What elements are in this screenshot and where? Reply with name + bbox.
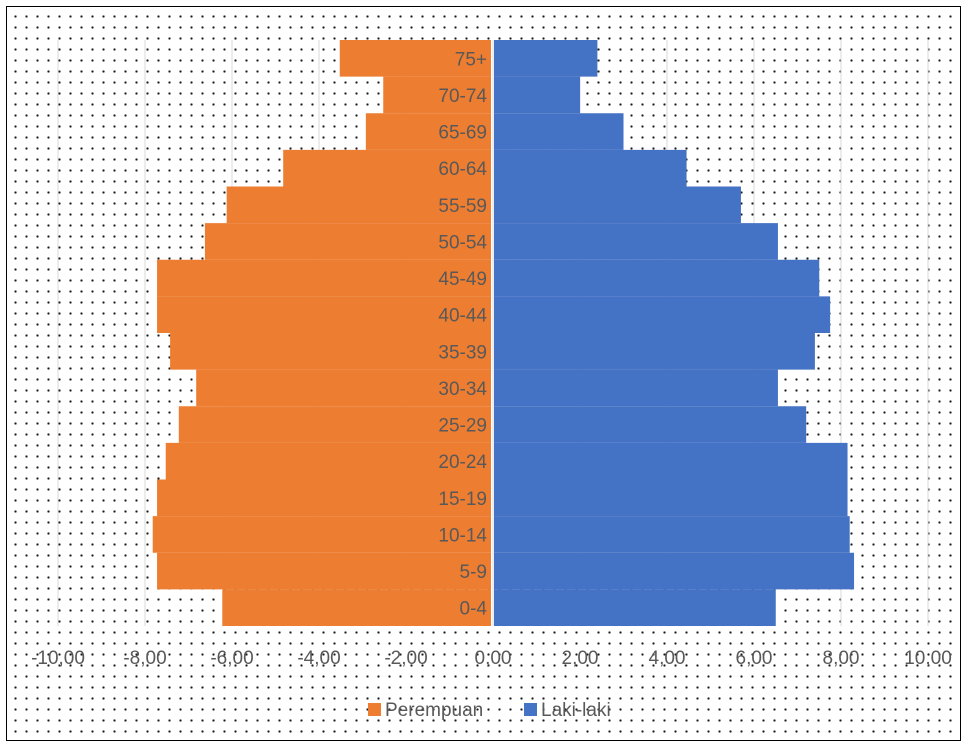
category-label: 30-34 bbox=[438, 379, 487, 400]
x-tick-label: 2,00 bbox=[562, 648, 599, 669]
category-label: 75+ bbox=[455, 49, 487, 70]
bar-perempuan-40-44 bbox=[157, 296, 492, 333]
bar-laki-laki-40-44 bbox=[494, 296, 831, 333]
bar-laki-laki-25-29 bbox=[494, 406, 807, 443]
bar-perempuan-15-19 bbox=[157, 479, 492, 517]
bar-perempuan-10-14 bbox=[152, 516, 491, 553]
bar-perempuan-50-54 bbox=[204, 223, 491, 260]
bar-laki-laki-0-4 bbox=[494, 589, 776, 626]
x-tick-label: 0,00 bbox=[475, 648, 512, 669]
x-tick-label: -2,00 bbox=[384, 648, 427, 669]
bar-laki-laki-50-54 bbox=[494, 223, 778, 260]
bar-laki-laki-35-39 bbox=[494, 333, 815, 370]
category-label: 5-9 bbox=[460, 562, 487, 583]
bar-perempuan-60-64 bbox=[283, 149, 491, 187]
bar-perempuan-55-59 bbox=[226, 186, 491, 224]
category-label: 20-24 bbox=[438, 452, 487, 473]
x-tick-label: -8,00 bbox=[123, 648, 166, 669]
legend-swatch-laki-laki bbox=[524, 703, 537, 716]
bar-laki-laki-30-34 bbox=[494, 369, 778, 407]
x-tick-label: 8,00 bbox=[823, 648, 860, 669]
bar-perempuan-35-39 bbox=[170, 333, 491, 370]
legend: Perempuan Laki-laki bbox=[368, 700, 611, 721]
legend-label-laki-laki: Laki-laki bbox=[541, 700, 611, 721]
bar-laki-laki-20-24 bbox=[494, 442, 848, 480]
category-label: 25-29 bbox=[438, 416, 487, 437]
bars bbox=[152, 40, 855, 626]
bar-perempuan-65-69 bbox=[365, 113, 491, 150]
bar-perempuan-20-24 bbox=[165, 442, 491, 480]
bar-laki-laki-10-14 bbox=[494, 516, 850, 553]
category-label: 65-69 bbox=[438, 123, 487, 144]
bar-laki-laki-45-49 bbox=[494, 259, 820, 297]
category-label: 70-74 bbox=[438, 86, 487, 107]
bar-perempuan-45-49 bbox=[157, 259, 492, 297]
bar-laki-laki-70-74 bbox=[494, 76, 580, 114]
category-labels: 0-4 5-9 10-14 15-19 20-24 25-29 30-34 35-39 40-4… bbox=[438, 49, 487, 619]
bar-laki-laki-55-59 bbox=[494, 186, 741, 224]
category-label: 40-44 bbox=[438, 306, 487, 327]
legend-label-perempuan: Perempuan bbox=[385, 700, 483, 721]
category-label: 15-19 bbox=[438, 489, 487, 510]
bar-perempuan-25-29 bbox=[178, 406, 492, 443]
category-label: 0-4 bbox=[460, 599, 488, 620]
x-tick-label: -10,00 bbox=[31, 648, 85, 669]
category-label: 50-54 bbox=[438, 232, 487, 253]
x-tick-label: 6,00 bbox=[736, 648, 773, 669]
x-tick-label: -4,00 bbox=[297, 648, 340, 669]
category-label: 55-59 bbox=[438, 196, 487, 217]
category-label: 45-49 bbox=[438, 269, 487, 290]
bar-perempuan-70-74 bbox=[383, 76, 491, 114]
x-tick-labels: -10,00 -8,00 -6,00 -4,00 -2,00 0,00 2,00 4,00 6,… bbox=[31, 648, 952, 669]
bar-perempuan-5-9 bbox=[157, 552, 492, 590]
x-tick-label: 4,00 bbox=[649, 648, 686, 669]
legend-swatch-perempuan bbox=[368, 703, 381, 716]
category-label: 60-64 bbox=[438, 159, 487, 180]
category-label: 35-39 bbox=[438, 342, 487, 363]
x-tick-label: 10,00 bbox=[904, 648, 952, 669]
bar-perempuan-0-4 bbox=[222, 589, 492, 626]
bar-laki-laki-15-19 bbox=[494, 479, 848, 517]
bar-laki-laki-5-9 bbox=[494, 552, 855, 590]
bar-perempuan-30-34 bbox=[196, 369, 491, 407]
category-label: 10-14 bbox=[438, 525, 487, 546]
bar-laki-laki-60-64 bbox=[494, 149, 687, 187]
x-tick-label: -6,00 bbox=[210, 648, 253, 669]
bar-perempuan-75+ bbox=[339, 40, 491, 77]
bar-laki-laki-65-69 bbox=[494, 113, 624, 150]
bar-laki-laki-75+ bbox=[494, 40, 598, 77]
